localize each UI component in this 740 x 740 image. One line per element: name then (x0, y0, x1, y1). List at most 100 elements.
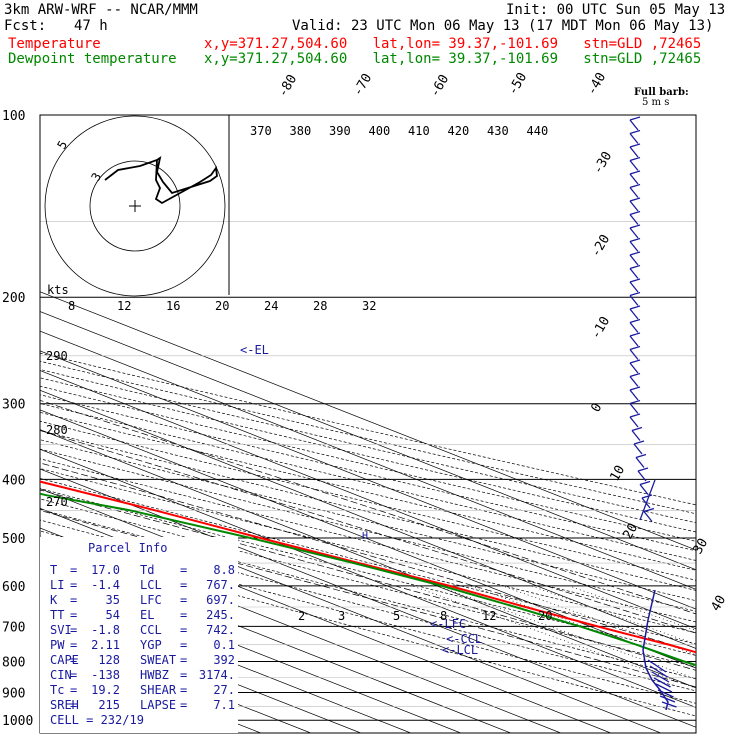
wind-barb (629, 116, 641, 121)
hodograph-ring (44, 115, 226, 297)
wind-barb (629, 156, 641, 162)
parcel-key: HWBZ (140, 668, 169, 682)
hodograph-axis-label: 24 (264, 299, 278, 313)
wind-barb (655, 683, 673, 693)
dry-adiabat-line (40, 458, 696, 623)
isotherm-label: -20 (588, 232, 613, 260)
parcel-value: 767. (206, 578, 235, 592)
theta-label: 390 (329, 124, 351, 138)
temperature-location: x,y=371.27,504.60 lat,lon= 39.37,-101.69… (204, 36, 702, 52)
theta-label: 280 (46, 423, 68, 437)
wind-barb (633, 440, 645, 445)
hodograph-ring-label: 5 (54, 138, 70, 151)
wind-barb (629, 335, 639, 347)
wind-barb (629, 133, 639, 144)
wind-barb (629, 237, 641, 243)
wind-barb (629, 318, 641, 324)
wind-barb (629, 281, 639, 293)
hodograph-units: kts (47, 283, 69, 297)
wind-barb (657, 689, 674, 698)
theta-label: 440 (527, 124, 549, 138)
dry-adiabat-line (40, 519, 696, 692)
parcel-value: 245. (206, 608, 235, 622)
forecast-hour: 47 h (74, 18, 108, 34)
parcel-value: -1.4 (91, 578, 120, 592)
parcel-equals: = (70, 578, 77, 592)
theta-label: 370 (250, 124, 272, 138)
parcel-value: 0.1 (213, 638, 235, 652)
wind-barb (642, 589, 669, 711)
wind-barb (643, 511, 653, 522)
wind-barb (629, 308, 639, 320)
parcel-equals: = (70, 638, 77, 652)
hodograph-trace (104, 156, 218, 205)
isotherm-label: 20 (620, 521, 641, 542)
hodograph-axis-label: 20 (215, 299, 229, 313)
parcel-cell: CELL = 232/19 (50, 713, 144, 727)
wind-barb (643, 507, 655, 513)
wind-barb (651, 671, 670, 683)
moist-adiabat-line (40, 510, 696, 688)
moist-adiabat-line (40, 489, 696, 671)
isotherm-label: 30 (690, 536, 711, 557)
wind-barb (629, 200, 639, 212)
isotherm-line (40, 409, 696, 669)
wind-barb (659, 695, 676, 703)
isotherm-line (40, 311, 696, 571)
wind-barb (629, 413, 641, 418)
parcel-value: 3174. (199, 668, 235, 682)
pressure-tick-label: 200 (2, 291, 25, 306)
parcel-key: LFC (140, 593, 162, 607)
isotherm-label: -70 (350, 71, 375, 99)
theta-label: 410 (408, 124, 430, 138)
isotherm-label: -60 (427, 72, 452, 100)
wind-barb (629, 349, 639, 360)
wind-barb (629, 129, 641, 135)
parcel-value: 7.1 (213, 698, 235, 712)
parcel-equals: = (180, 698, 187, 712)
parcel-equals: = (70, 683, 77, 697)
moist-adiabat-line (40, 399, 696, 615)
wind-barb (629, 332, 641, 337)
parcel-value: 215 (98, 698, 120, 712)
wind-barb (629, 305, 641, 310)
hodograph-axis-label: 16 (166, 299, 180, 313)
parcel-key: PW (50, 638, 65, 652)
wind-barb (629, 119, 639, 131)
parcel-info-box: Parcel Info T = 17.0 Td = 8.8 LI = -1.4 LCL = 767. K… (40, 537, 238, 733)
pressure-tick-label: 800 (2, 656, 25, 671)
forecast-label: Fcst: (4, 18, 47, 34)
theta-label: 270 (46, 495, 68, 509)
hodograph-axis-label: 12 (117, 299, 131, 313)
mixing-ratio-label: 2 (298, 609, 305, 623)
dry-adiabat-line (40, 488, 696, 656)
parcel-equals: = (70, 623, 77, 637)
isotherm-line (40, 389, 696, 649)
parcel-key: SREH (50, 698, 79, 712)
wind-barb (629, 224, 641, 229)
parcel-equals: = (180, 593, 187, 607)
wind-barb (629, 146, 639, 158)
dry-adiabat-line (40, 508, 696, 680)
parcel-value: 2.11 (91, 638, 120, 652)
dry-adiabat-line (40, 360, 696, 515)
parcel-value: 8.8 (213, 563, 235, 577)
parcel-key: YGP (140, 638, 162, 652)
mixing-ratio-label: 8 (440, 609, 447, 623)
model-title: 3km ARW-WRF -- NCAR/MMM (4, 2, 198, 18)
mixing-ratio-label: 3 (338, 609, 345, 623)
dry-adiabat-line (40, 448, 696, 612)
moist-adiabat-line (40, 430, 696, 634)
wind-barb (637, 470, 647, 482)
parcel-equals: = (70, 593, 77, 607)
dry-adiabat-line (40, 439, 696, 602)
wind-barb (631, 430, 641, 441)
parcel-value: 19.2 (91, 683, 120, 697)
wind-barb (629, 295, 639, 306)
parcel-value: 54 (106, 608, 120, 622)
wind-barb (629, 291, 641, 297)
wind-barb (629, 197, 641, 202)
wind-barb (629, 187, 639, 198)
hodograph-axis-label: 28 (313, 299, 327, 313)
dewpoint-profile (40, 492, 696, 667)
